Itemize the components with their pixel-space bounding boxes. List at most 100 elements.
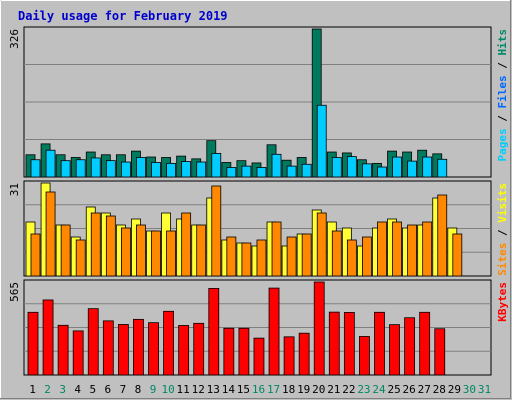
bar-files-day-17	[271, 153, 282, 178]
bar-sites-day-21	[331, 230, 342, 277]
bar-files-day-4	[75, 159, 86, 178]
bar-kbytes-day-21	[328, 311, 340, 376]
bar-files-day-13	[211, 152, 222, 178]
bar-sites-day-15	[241, 242, 252, 277]
bar-files-day-25	[392, 156, 402, 178]
x-tick-label-day-24: 24	[372, 383, 386, 396]
x-tick-label-day-31: 31	[478, 383, 491, 396]
bar-files-day-14	[226, 167, 237, 178]
panel-hits: 326 Pages / Files / Hits	[8, 26, 509, 178]
bar-kbytes-day-23	[359, 336, 370, 376]
x-tick-label-day-12: 12	[192, 383, 205, 396]
chart-title: Daily usage for February 2019	[18, 9, 228, 23]
legend-part: KBytes	[496, 282, 509, 322]
bar-files-day-7	[120, 161, 131, 178]
bar-files-day-6	[105, 160, 116, 178]
bar-sites-day-3	[60, 224, 71, 277]
bar-sites-day-4	[75, 239, 86, 277]
bar-sites-day-22	[346, 239, 357, 277]
bar-files-day-11	[181, 161, 192, 178]
x-tick-label-day-6: 6	[105, 383, 112, 396]
bar-sites-day-25	[392, 221, 402, 277]
x-tick-label-day-17: 17	[267, 383, 280, 396]
bar-sites-day-2	[45, 191, 56, 277]
bar-sites-day-17	[271, 221, 282, 277]
bar-sites-day-24	[377, 221, 387, 277]
bar-sites-day-29	[452, 233, 463, 277]
bar-kbytes-day-13	[208, 288, 220, 376]
bar-kbytes-day-16	[253, 337, 265, 376]
x-tick-label-day-27: 27	[418, 383, 431, 396]
panel-visits: 31 Sites / Visits	[8, 180, 509, 277]
bar-kbytes-day-14	[223, 327, 235, 376]
bar-sites-day-6	[105, 215, 116, 277]
legend-part: Visits	[496, 183, 509, 223]
bar-sites-day-7	[120, 227, 131, 277]
x-tick-label-day-10: 10	[161, 383, 174, 396]
x-tick-label-day-2: 2	[44, 383, 51, 396]
x-tick-label-day-8: 8	[135, 383, 142, 396]
bar-kbytes-day-27	[419, 311, 431, 376]
x-tick-label-day-16: 16	[252, 383, 265, 396]
bar-kbytes-day-9	[148, 322, 159, 376]
bar-kbytes-day-15	[238, 327, 250, 376]
bar-files-day-2	[45, 149, 56, 178]
bar-files-day-8	[136, 157, 146, 178]
bar-kbytes-day-18	[283, 336, 295, 376]
bar-sites-day-19	[301, 233, 312, 277]
bar-kbytes-day-20	[313, 281, 325, 376]
legend-part: /	[496, 56, 509, 76]
legend-part: Sites	[496, 243, 509, 276]
bar-files-day-10	[166, 162, 176, 178]
bar-kbytes-day-28	[434, 328, 446, 376]
bar-sites-day-11	[181, 212, 192, 277]
x-tick-label-day-19: 19	[297, 383, 310, 396]
bar-sites-day-13	[211, 185, 222, 277]
bar-sites-day-10	[166, 230, 176, 277]
bar-files-day-22	[346, 156, 357, 178]
legend-part: Hits	[496, 29, 509, 56]
bar-files-day-26	[407, 160, 418, 178]
bar-kbytes-day-3	[57, 324, 69, 376]
bar-sites-day-27	[422, 221, 433, 277]
bar-files-day-9	[151, 162, 161, 178]
bar-kbytes-day-10	[163, 310, 174, 376]
x-tick-label-day-3: 3	[59, 383, 66, 396]
panel-kbytes: 565 KBytes	[8, 279, 509, 376]
legend-part: Pages	[496, 128, 509, 161]
bar-kbytes-day-2	[42, 299, 54, 376]
bar-kbytes-day-11	[178, 325, 190, 376]
x-tick-label-day-14: 14	[222, 383, 236, 396]
bar-kbytes-day-26	[404, 317, 416, 376]
bar-kbytes-day-7	[117, 324, 129, 376]
panel-kbytes-legend: KBytes	[496, 282, 509, 322]
x-tick-label-day-9: 9	[150, 383, 157, 396]
x-tick-label-day-22: 22	[342, 383, 355, 396]
bar-kbytes-day-6	[102, 320, 114, 376]
bar-files-day-18	[286, 165, 297, 178]
bar-sites-day-1	[30, 233, 41, 277]
x-tick-label-day-28: 28	[433, 383, 446, 396]
bar-files-day-19	[301, 163, 312, 178]
x-tick-label-day-29: 29	[448, 383, 461, 396]
bar-sites-day-18	[286, 236, 297, 277]
bar-kbytes-day-17	[268, 287, 280, 376]
bar-sites-day-12	[196, 224, 207, 277]
legend-part: Files	[496, 75, 509, 108]
bar-sites-day-28	[437, 194, 448, 277]
bar-kbytes-day-24	[374, 311, 385, 376]
x-tick-label-day-1: 1	[29, 383, 36, 396]
bar-kbytes-day-25	[389, 324, 400, 376]
bar-sites-day-16	[256, 239, 267, 277]
chart-panels: 326 Pages / Files / Hits 31 Sites / Visits 5…	[8, 26, 509, 376]
panel-visits-ymax-label: 31	[8, 183, 21, 196]
x-tick-label-day-25: 25	[387, 383, 400, 396]
bar-sites-day-23	[362, 236, 372, 277]
bar-hits-day-20	[311, 28, 322, 178]
bar-sites-day-26	[407, 224, 418, 277]
bar-files-day-1	[30, 159, 41, 178]
bar-kbytes-day-8	[133, 318, 144, 376]
panel-kbytes-ymax-label: 565	[8, 282, 21, 302]
bar-files-day-3	[60, 160, 71, 178]
